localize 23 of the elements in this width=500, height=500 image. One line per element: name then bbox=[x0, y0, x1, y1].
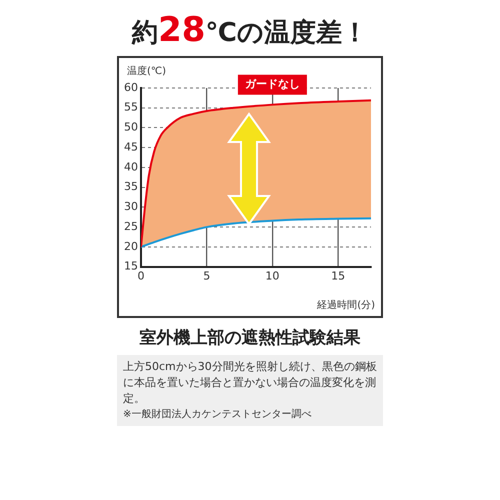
y-axis-title: 温度(℃) bbox=[127, 64, 166, 78]
y-tick-label: 50 bbox=[124, 120, 138, 134]
y-tick-label: 20 bbox=[124, 240, 138, 253]
y-tick-label: 45 bbox=[124, 140, 138, 154]
text: 上方50cmから30分間光を照射し続け、黒色の鋼板に本品を置いた場合と置かない場合の温度変化を測定。 bbox=[123, 359, 377, 407]
text: ※一般財団法人カケンテストセンター調べ bbox=[123, 408, 312, 422]
y-tick-label: 60 bbox=[124, 80, 138, 94]
y-tick-label: 25 bbox=[124, 220, 138, 233]
y-tick-label: 35 bbox=[124, 180, 138, 194]
x-axis-title: 経過時間(分) bbox=[317, 298, 375, 312]
chart-title: 約28℃の温度差！ bbox=[130, 9, 369, 52]
text: 室外機上部の遮熱性試験結果 bbox=[138, 327, 362, 349]
y-tick-label: 40 bbox=[124, 160, 138, 174]
line-series bbox=[140, 217, 371, 248]
x-tick-label: 15 bbox=[331, 269, 346, 282]
x-tick-label: 0 bbox=[137, 269, 144, 282]
series-label: ガードなし bbox=[244, 78, 300, 91]
y-tick-label: 55 bbox=[124, 100, 138, 114]
x-tick-label: 10 bbox=[265, 269, 280, 282]
y-tick-label: 15 bbox=[124, 260, 138, 273]
x-tick-label: 5 bbox=[203, 269, 210, 282]
y-tick-label: 30 bbox=[124, 200, 138, 214]
line-series bbox=[140, 99, 371, 248]
